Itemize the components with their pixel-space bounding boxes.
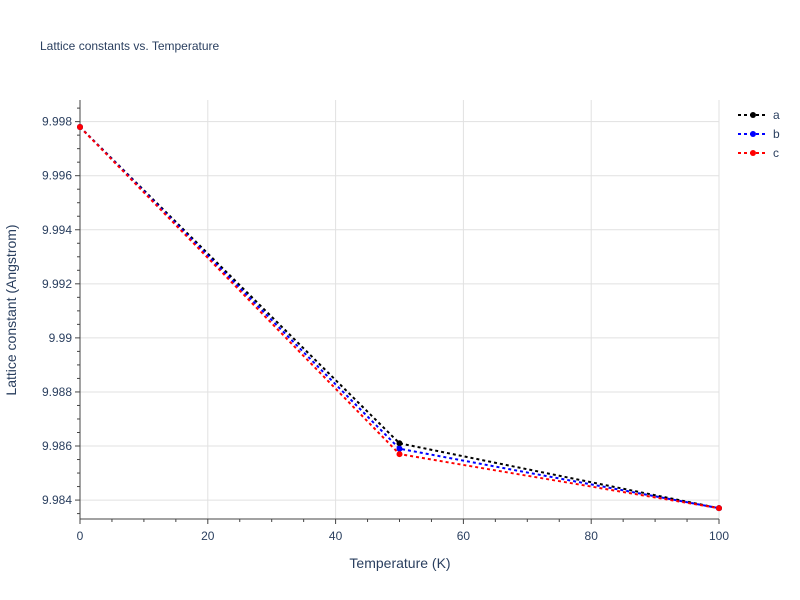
- y-tick-label: 9.992: [42, 277, 72, 291]
- data-point-c[interactable]: [716, 505, 722, 512]
- data-point-b[interactable]: [396, 445, 403, 452]
- y-tick-label: 9.998: [42, 115, 72, 129]
- grid: [79, 100, 720, 519]
- data-point-c[interactable]: [396, 451, 403, 458]
- legend-item-b[interactable]: b: [738, 127, 780, 141]
- x-tick-label: 100: [709, 529, 729, 543]
- x-tick-label: 80: [585, 529, 599, 543]
- legend-item-a[interactable]: a: [738, 108, 780, 122]
- series-line-b: [79, 126, 720, 510]
- legend-swatch-marker: [750, 112, 756, 118]
- data-point-a[interactable]: [396, 440, 403, 447]
- y-tick-label: 9.996: [42, 169, 72, 183]
- legend-label: b: [773, 127, 780, 141]
- x-axis-title: Temperature (K): [349, 555, 450, 571]
- y-tick-label: 9.984: [42, 493, 72, 507]
- y-axis-title: Lattice constant (Angstrom): [3, 224, 19, 395]
- x-tick-label: 0: [77, 529, 84, 543]
- legend-label: c: [773, 146, 779, 160]
- x-tick-label: 20: [201, 529, 215, 543]
- data-point-c[interactable]: [77, 124, 83, 131]
- legend-swatch-marker: [750, 131, 756, 137]
- chart-title: Lattice constants vs. Temperature: [40, 39, 220, 53]
- y-tick-label: 9.994: [42, 223, 72, 237]
- y-tick-label: 9.986: [42, 439, 72, 453]
- x-tick-label: 60: [457, 529, 471, 543]
- plot-area: [77, 124, 722, 512]
- legend-item-c[interactable]: c: [738, 146, 779, 160]
- series-line-a: [79, 126, 720, 510]
- tick-labels: 0 20 40 60 80 100 9.984 9.986 9.988 9.99 9.992 9.99…: [42, 115, 729, 543]
- y-tick-label: 9.99: [49, 331, 73, 345]
- axes: [75, 100, 720, 524]
- y-tick-label: 9.988: [42, 385, 72, 399]
- x-tick-label: 40: [329, 529, 343, 543]
- legend-swatch-marker: [750, 150, 756, 156]
- legend[interactable]: abc: [738, 108, 780, 160]
- legend-label: a: [773, 108, 780, 122]
